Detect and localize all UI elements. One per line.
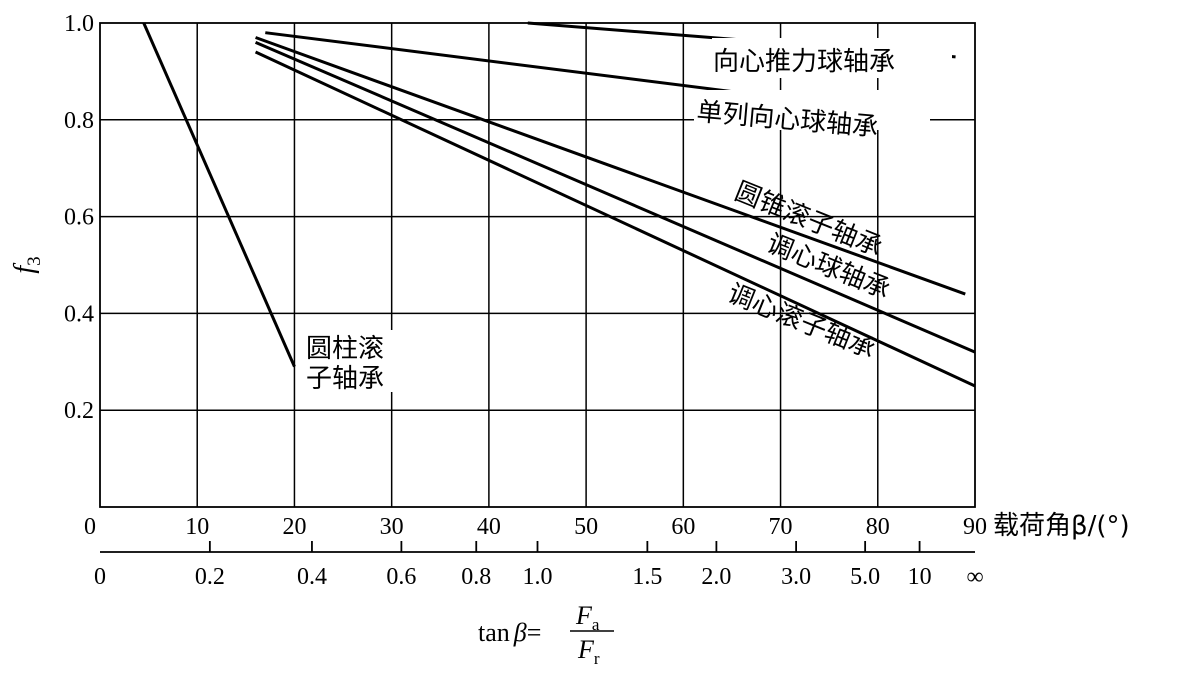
series-line xyxy=(142,22,296,368)
series-label-text-line2: 子轴承 xyxy=(306,364,384,394)
secondary-tick-label: 0.4 xyxy=(297,564,327,590)
series-label-single-row-ball: 单列向心球轴承 xyxy=(694,90,930,143)
y-tick-label: 1.0 xyxy=(64,11,94,37)
secondary-tick-label: 1.0 xyxy=(523,564,553,590)
x-tick-label: 30 xyxy=(380,514,404,540)
y-tick-label: 0.8 xyxy=(64,108,94,134)
x-tick-label: 40 xyxy=(477,514,501,540)
x-tick-labels: 0 10 20 30 40 50 60 70 80 90 xyxy=(84,514,987,540)
grid xyxy=(100,23,975,507)
x-tick-label: 50 xyxy=(574,514,598,540)
y-axis-label: f3 xyxy=(9,256,45,273)
secondary-tick-label: 0 xyxy=(94,564,106,590)
secondary-tick-label: ∞ xyxy=(966,564,983,590)
series-label-angular-contact-ball: 向心推力球轴承 xyxy=(712,38,952,78)
secondary-tick-label: 3.0 xyxy=(781,564,811,590)
x-tick-label: 0 xyxy=(84,514,96,540)
series-line xyxy=(255,36,966,296)
x-tick-label: 20 xyxy=(282,514,306,540)
svg-text:Fa: Fa xyxy=(575,601,600,634)
secondary-tick-label: 0.2 xyxy=(195,564,225,590)
x-tick-label: 60 xyxy=(671,514,695,540)
series-label-text-line1: 圆柱滚 xyxy=(306,334,384,364)
x-axis-label: 载荷角β/(°) xyxy=(993,511,1130,541)
y-tick-label: 0.2 xyxy=(64,398,94,424)
secondary-tick-label: 1.5 xyxy=(632,564,662,590)
series-label-cylindrical-roller: 圆柱滚 子轴承 xyxy=(304,330,404,394)
secondary-axis-label: tan β= Fa Fr xyxy=(478,601,614,668)
secondary-tick-label: 0.8 xyxy=(461,564,491,590)
series-line xyxy=(254,50,976,388)
svg-text:Fr: Fr xyxy=(577,635,600,668)
secondary-tick-label: 0.6 xyxy=(386,564,416,590)
y-tick-label: 0.6 xyxy=(64,205,94,231)
y-tick-label: 0.4 xyxy=(64,301,94,327)
x-tick-label: 70 xyxy=(769,514,793,540)
x-tick-label: 90 xyxy=(963,514,987,540)
series-label-text: 向心推力球轴承 xyxy=(713,47,895,77)
x-tick-label: 80 xyxy=(866,514,890,540)
secondary-tick-label: 2.0 xyxy=(701,564,731,590)
secondary-tick-label: 5.0 xyxy=(850,564,880,590)
y-tick-labels: 0.2 0.4 0.6 0.8 1.0 xyxy=(64,11,94,424)
secondary-tick-label: 10 xyxy=(908,564,932,590)
series-line xyxy=(254,40,976,354)
x-tick-label: 10 xyxy=(185,514,209,540)
secondary-axis-ticks: 0 0.2 0.4 0.6 0.8 1.0 1.5 2.0 3.0 5.0 10 ∞ xyxy=(94,541,984,590)
